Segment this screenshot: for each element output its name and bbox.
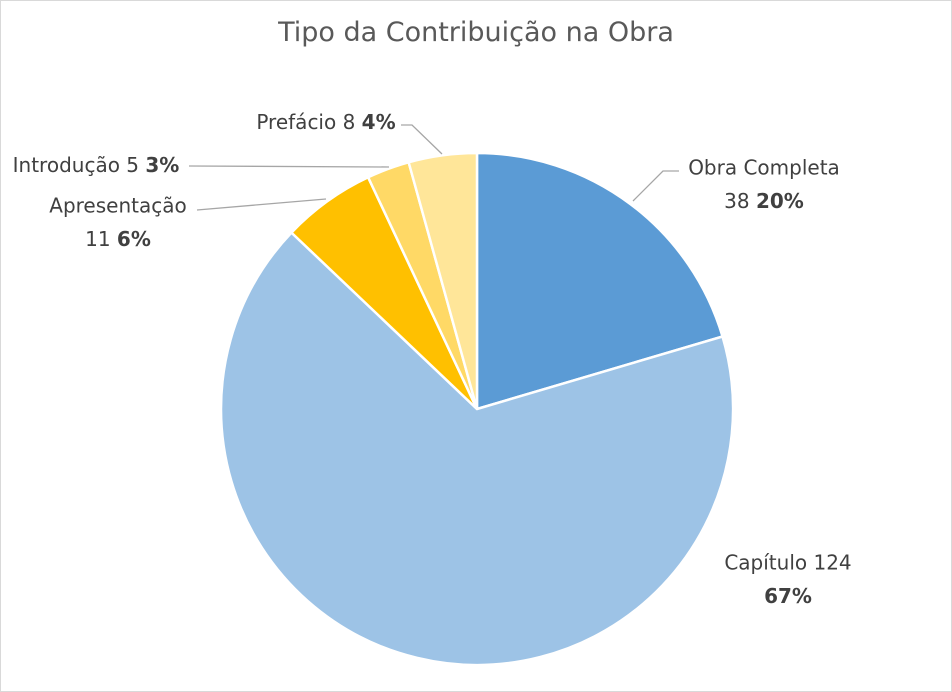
svg-text:Prefácio 8 4%: Prefácio 8 4% xyxy=(256,110,395,134)
svg-text:Introdução 5 3%: Introdução 5 3% xyxy=(13,153,180,177)
data-label-apresentacao: Apresentação 11 6% xyxy=(49,194,186,251)
data-label-introducao: Introdução 5 3% xyxy=(13,153,180,177)
data-label-obra-completa: Obra Completa 38 20% xyxy=(688,156,840,213)
leader-line-prefacio xyxy=(401,124,443,155)
svg-text:Capítulo 124: Capítulo 124 xyxy=(724,551,851,575)
pie-slice-prefacio xyxy=(407,151,479,410)
pie-slice-capitulo xyxy=(219,230,735,667)
svg-text:38 20%: 38 20% xyxy=(724,189,804,213)
svg-text:Obra Completa: Obra Completa xyxy=(688,156,840,180)
chart-title: Tipo da Contribuição na Obra xyxy=(278,17,674,48)
data-label-capitulo: Capítulo 124 67% xyxy=(724,551,851,608)
svg-text:Apresentação: Apresentação xyxy=(49,194,186,218)
leader-line-apresentacao xyxy=(196,198,327,211)
svg-text:11 6%: 11 6% xyxy=(85,227,151,251)
leader-line-obra-completa xyxy=(632,170,679,202)
pie-slice-obra-completa xyxy=(475,151,725,411)
data-label-prefacio: Prefácio 8 4% xyxy=(256,110,395,134)
svg-text:67%: 67% xyxy=(764,584,812,608)
leader-line-introducao xyxy=(188,165,390,168)
